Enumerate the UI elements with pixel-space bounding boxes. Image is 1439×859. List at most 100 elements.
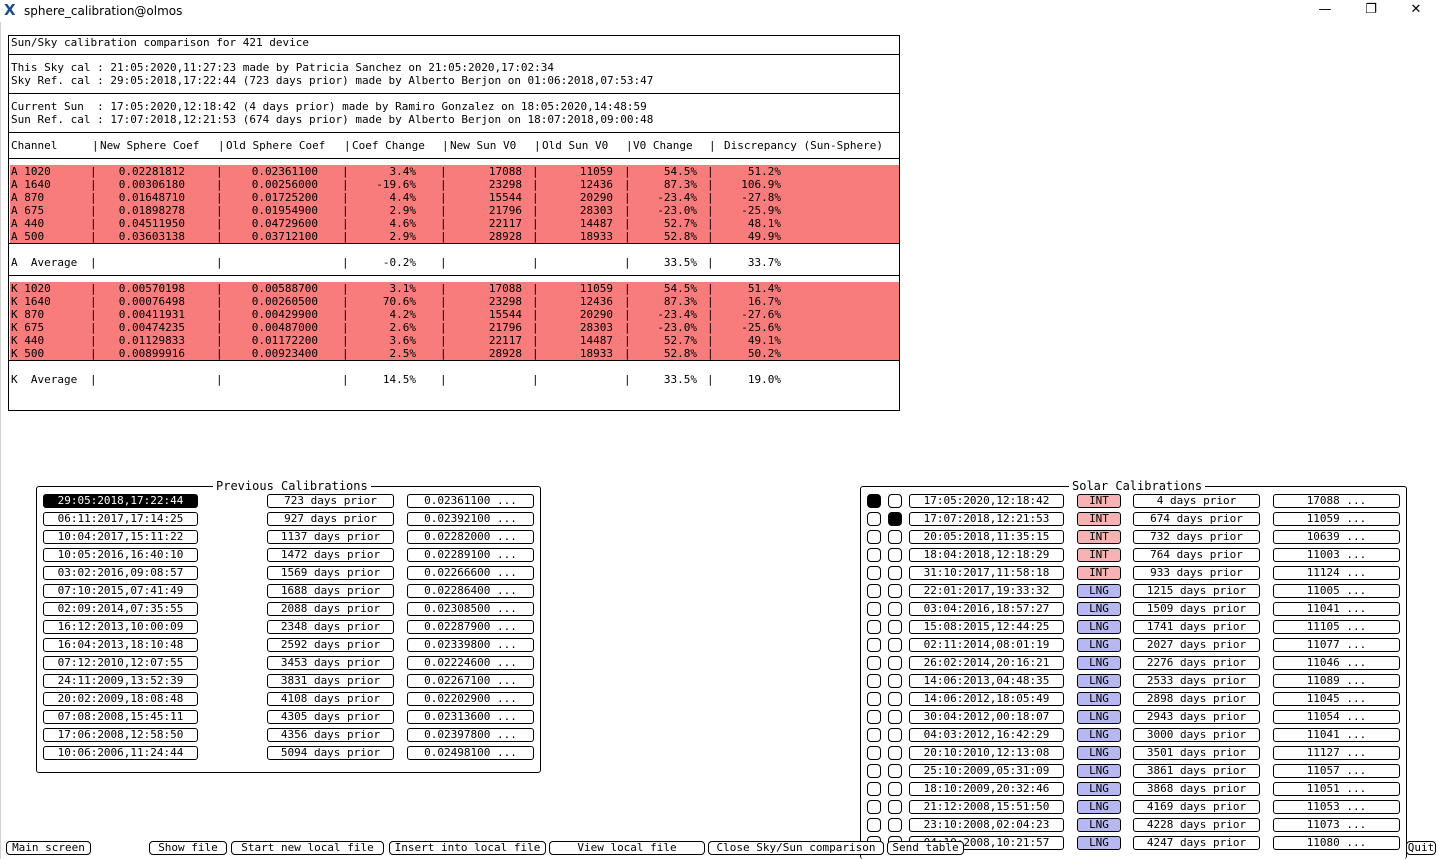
solar-date-button[interactable]: 17:07:2018,12:21:53 (909, 512, 1064, 526)
days-prior-field[interactable]: 1472 days prior (267, 548, 394, 562)
days-prior-field[interactable]: 1741 days prior (1133, 620, 1260, 634)
reference-sun-radio[interactable] (888, 800, 902, 814)
solar-date-button[interactable]: 18:10:2009,20:32:46 (909, 782, 1064, 796)
solar-date-button[interactable]: 23:10:2008,02:04:23 (909, 818, 1064, 832)
current-sun-radio[interactable] (867, 620, 881, 634)
days-prior-field[interactable]: 3861 days prior (1133, 764, 1260, 778)
solar-date-button[interactable]: 17:05:2020,12:18:42 (909, 494, 1064, 508)
calibration-date-button[interactable]: 16:04:2013,18:10:48 (43, 638, 198, 652)
reference-sun-radio[interactable] (888, 638, 902, 652)
days-prior-field[interactable]: 1688 days prior (267, 584, 394, 598)
days-prior-field[interactable]: 4356 days prior (267, 728, 394, 742)
solar-date-button[interactable]: 31:10:2017,11:58:18 (909, 566, 1064, 580)
reference-sun-radio[interactable] (888, 782, 902, 796)
coefficient-field[interactable]: 0.02313600 ... (407, 710, 534, 724)
reference-sun-radio[interactable] (888, 620, 902, 634)
calibration-date-button[interactable]: 16:12:2013,10:00:09 (43, 620, 198, 634)
solar-date-button[interactable]: 20:10:2010,12:13:08 (909, 746, 1064, 760)
days-prior-field[interactable]: 3868 days prior (1133, 782, 1260, 796)
coefficient-field[interactable]: 0.02308500 ... (407, 602, 534, 616)
reference-sun-radio[interactable] (888, 692, 902, 706)
close-sky-sun-comparison-button[interactable]: Close Sky/Sun comparison (708, 841, 884, 855)
days-prior-field[interactable]: 3831 days prior (267, 674, 394, 688)
reference-sun-radio[interactable] (888, 746, 902, 760)
days-prior-field[interactable]: 1215 days prior (1133, 584, 1260, 598)
days-prior-field[interactable]: 3453 days prior (267, 656, 394, 670)
current-sun-radio[interactable] (867, 494, 881, 508)
days-prior-field[interactable]: 674 days prior (1133, 512, 1260, 526)
current-sun-radio[interactable] (867, 710, 881, 724)
calibration-date-button[interactable]: 10:04:2017,15:11:22 (43, 530, 198, 544)
reference-sun-radio[interactable] (888, 602, 902, 616)
coefficient-field[interactable]: 0.02267100 ... (407, 674, 534, 688)
v0-field[interactable]: 11045 ... (1273, 692, 1400, 706)
main-screen-button[interactable]: Main screen (6, 841, 91, 855)
reference-sun-radio[interactable] (888, 548, 902, 562)
coefficient-field[interactable]: 0.02361100 ... (407, 494, 534, 508)
days-prior-field[interactable]: 3501 days prior (1133, 746, 1260, 760)
solar-date-button[interactable]: 14:06:2012,18:05:49 (909, 692, 1064, 706)
calibration-date-button[interactable]: 10:06:2006,11:24:44 (43, 746, 198, 760)
days-prior-field[interactable]: 4247 days prior (1133, 836, 1260, 850)
coefficient-field[interactable]: 0.02498100 ... (407, 746, 534, 760)
v0-field[interactable]: 11053 ... (1273, 800, 1400, 814)
solar-date-button[interactable]: 25:10:2009,05:31:09 (909, 764, 1064, 778)
current-sun-radio[interactable] (867, 782, 881, 796)
days-prior-field[interactable]: 4108 days prior (267, 692, 394, 706)
solar-date-button[interactable]: 02:11:2014,08:01:19 (909, 638, 1064, 652)
reference-sun-radio[interactable] (888, 764, 902, 778)
current-sun-radio[interactable] (867, 674, 881, 688)
days-prior-field[interactable]: 732 days prior (1133, 530, 1260, 544)
days-prior-field[interactable]: 2592 days prior (267, 638, 394, 652)
reference-sun-radio[interactable] (888, 494, 902, 508)
close-button[interactable]: ✕ (1410, 2, 1422, 17)
calibration-date-button[interactable]: 02:09:2014,07:35:55 (43, 602, 198, 616)
current-sun-radio[interactable] (867, 764, 881, 778)
reference-sun-radio[interactable] (888, 818, 902, 832)
v0-field[interactable]: 11077 ... (1273, 638, 1400, 652)
solar-date-button[interactable]: 03:04:2016,18:57:27 (909, 602, 1064, 616)
coefficient-field[interactable]: 0.02392100 ... (407, 512, 534, 526)
solar-date-button[interactable]: 04:03:2012,16:42:29 (909, 728, 1064, 742)
days-prior-field[interactable]: 4169 days prior (1133, 800, 1260, 814)
v0-field[interactable]: 11054 ... (1273, 710, 1400, 724)
v0-field[interactable]: 11059 ... (1273, 512, 1400, 526)
send-table-button[interactable]: Send table (887, 841, 964, 855)
solar-date-button[interactable]: 21:12:2008,15:51:50 (909, 800, 1064, 814)
days-prior-field[interactable]: 927 days prior (267, 512, 394, 526)
solar-date-button[interactable]: 18:04:2018,12:18:29 (909, 548, 1064, 562)
start-new-local-file-button[interactable]: Start new local file (231, 841, 384, 855)
days-prior-field[interactable]: 2943 days prior (1133, 710, 1260, 724)
days-prior-field[interactable]: 723 days prior (267, 494, 394, 508)
v0-field[interactable]: 11127 ... (1273, 746, 1400, 760)
current-sun-radio[interactable] (867, 728, 881, 742)
days-prior-field[interactable]: 2533 days prior (1133, 674, 1260, 688)
solar-date-button[interactable]: 14:06:2013,04:48:35 (909, 674, 1064, 688)
v0-field[interactable]: 11124 ... (1273, 566, 1400, 580)
reference-sun-radio[interactable] (888, 710, 902, 724)
solar-date-button[interactable]: 30:04:2012,00:18:07 (909, 710, 1064, 724)
calibration-date-button[interactable]: 24:11:2009,13:52:39 (43, 674, 198, 688)
v0-field[interactable]: 11080 ... (1273, 836, 1400, 850)
coefficient-field[interactable]: 0.02287900 ... (407, 620, 534, 634)
coefficient-field[interactable]: 0.02286400 ... (407, 584, 534, 598)
v0-field[interactable]: 11089 ... (1273, 674, 1400, 688)
calibration-date-button[interactable]: 17:06:2008,12:58:50 (43, 728, 198, 742)
days-prior-field[interactable]: 2027 days prior (1133, 638, 1260, 652)
coefficient-field[interactable]: 0.02397800 ... (407, 728, 534, 742)
view-local-file-button[interactable]: View local file (549, 841, 705, 855)
days-prior-field[interactable]: 1137 days prior (267, 530, 394, 544)
insert-into-local-file-button[interactable]: Insert into local file (389, 841, 546, 855)
current-sun-radio[interactable] (867, 800, 881, 814)
reference-sun-radio[interactable] (888, 566, 902, 580)
coefficient-field[interactable]: 0.02266600 ... (407, 566, 534, 580)
current-sun-radio[interactable] (867, 584, 881, 598)
days-prior-field[interactable]: 4 days prior (1133, 494, 1260, 508)
coefficient-field[interactable]: 0.02224600 ... (407, 656, 534, 670)
v0-field[interactable]: 11041 ... (1273, 728, 1400, 742)
days-prior-field[interactable]: 1509 days prior (1133, 602, 1260, 616)
days-prior-field[interactable]: 2348 days prior (267, 620, 394, 634)
minimize-button[interactable]: — (1318, 2, 1332, 17)
reference-sun-radio[interactable] (888, 512, 902, 526)
current-sun-radio[interactable] (867, 566, 881, 580)
